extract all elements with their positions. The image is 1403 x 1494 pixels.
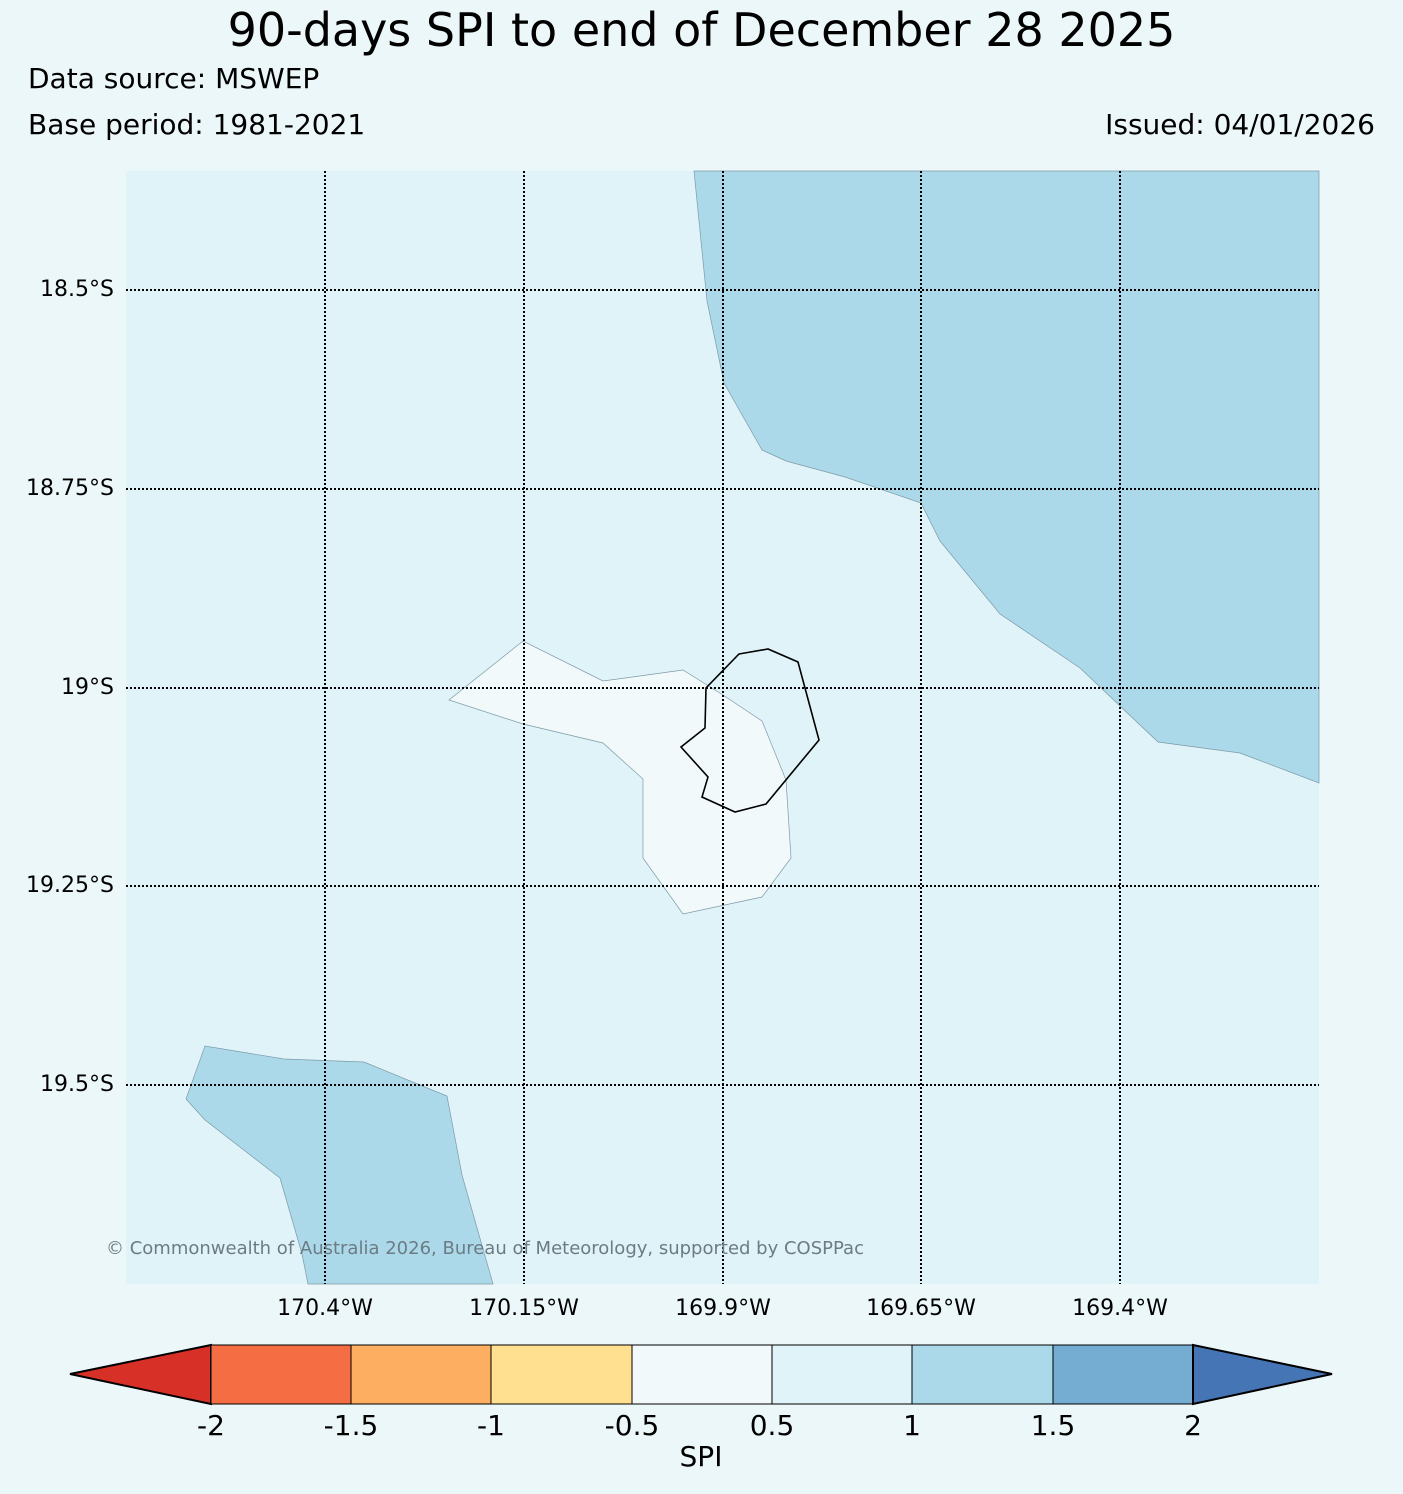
colorbar-segment — [350, 1344, 492, 1405]
lon-label: 169.4°W — [1072, 1296, 1168, 1321]
colorbar-tick-label: -2 — [197, 1409, 225, 1442]
colorbar-tick-label: 1.5 — [1030, 1409, 1076, 1442]
colorbar-segment — [1052, 1344, 1194, 1405]
colorbar-tick-label: -1 — [477, 1409, 505, 1442]
lon-label: 170.15°W — [469, 1296, 579, 1321]
colorbar — [69, 1343, 1333, 1406]
region-northeast-wet — [693, 170, 1320, 784]
colorbar-tick-label: 2 — [1184, 1409, 1202, 1442]
copyright-notice: © Commonwealth of Australia 2026, Bureau… — [106, 1238, 864, 1259]
colorbar-segment — [771, 1344, 913, 1405]
graticule — [126, 171, 1319, 1284]
lat-label: 19°S — [61, 675, 114, 700]
island-coastline — [679, 648, 820, 813]
lat-label: 19.5°S — [40, 1072, 114, 1097]
data-source-label: Data source: MSWEP — [28, 62, 320, 95]
lon-label: 169.65°W — [866, 1296, 976, 1321]
colorbar-segment — [490, 1344, 633, 1405]
lat-label: 18.5°S — [40, 277, 114, 302]
lat-label: 19.25°S — [26, 873, 114, 898]
lon-label: 169.9°W — [675, 1296, 771, 1321]
colorbar-extend-low — [69, 1343, 212, 1406]
colorbar-extend-high — [1192, 1343, 1333, 1406]
map-title: 90-days SPI to end of December 28 2025 — [227, 3, 1176, 57]
colorbar-tick-label: -1.5 — [323, 1409, 379, 1442]
colorbar-tick-label: 1 — [903, 1409, 921, 1442]
colorbar-segment — [911, 1344, 1054, 1405]
colorbar-segment — [210, 1344, 352, 1405]
issued-date-label: Issued: 04/01/2026 — [1105, 108, 1375, 141]
colorbar-tick-label: 0.5 — [749, 1409, 795, 1442]
lat-label: 18.75°S — [26, 476, 114, 501]
colorbar-tick-label: -0.5 — [604, 1409, 660, 1442]
colorbar-title: SPI — [679, 1440, 723, 1473]
base-period-label: Base period: 1981-2021 — [28, 108, 366, 141]
region-southwest-wet — [185, 1045, 494, 1285]
colorbar-segment — [631, 1344, 773, 1405]
lon-label: 170.4°W — [277, 1296, 373, 1321]
